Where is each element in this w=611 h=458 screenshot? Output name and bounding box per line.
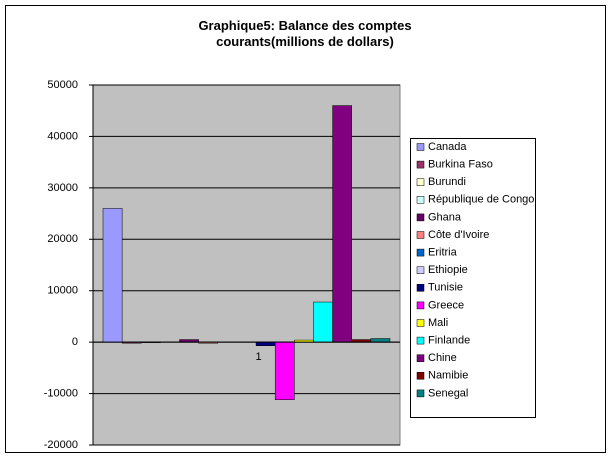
legend-label: République de Congo [428,194,534,206]
x-tick-label: 1 [255,351,261,363]
legend-swatch [416,284,425,292]
y-tick-label: 40000 [47,130,78,142]
bar [313,301,333,343]
legend-label: Namibie [428,370,468,382]
legend-swatch [416,301,425,310]
y-tick-label: 10000 [47,285,78,297]
legend-swatch [416,231,425,239]
legend-swatch [416,319,425,327]
legend-box [410,138,536,418]
y-tick-label: 20000 [47,233,78,245]
legend-swatch [416,160,425,169]
legend-label: Burkina Faso [428,159,493,171]
legend-swatch [416,372,425,380]
bar [370,338,391,343]
legend-swatch [416,248,425,257]
y-tick-label: -10000 [44,387,78,399]
bar [332,105,352,343]
legend-label: Canada [428,141,467,153]
bar [255,341,276,346]
legend-swatch [416,143,425,151]
legend-label: Senegal [428,387,468,399]
legend-label: Mali [428,317,448,329]
legend-label: Finlande [428,335,470,347]
legend-swatch [416,213,425,222]
legend-label: Ghana [428,211,462,223]
legend-label: Tunisie [428,282,463,294]
legend-swatch [416,178,425,186]
legend-swatch [416,389,425,398]
legend-swatch [416,336,425,345]
legend-label: Côte d'Ivoire [428,229,489,241]
legend-label: Eritria [428,247,458,259]
plot-area [92,84,401,446]
legend-label: Burundi [428,176,466,188]
legend-label: Greece [428,299,464,311]
y-tick-label: 0 [72,336,78,348]
legend-label: Chine [428,352,457,364]
bar [274,341,295,400]
legend-swatch [416,354,425,362]
y-tick-label: 30000 [47,182,78,194]
y-tick-label: 50000 [47,79,78,91]
bar [102,208,123,343]
y-tick-label: -20000 [44,439,78,451]
legend-swatch [416,196,425,204]
chart-title: Graphique5: Balance des comptes courants… [198,18,412,49]
legend-swatch [416,266,425,274]
legend-label: Ethiopie [428,264,468,276]
